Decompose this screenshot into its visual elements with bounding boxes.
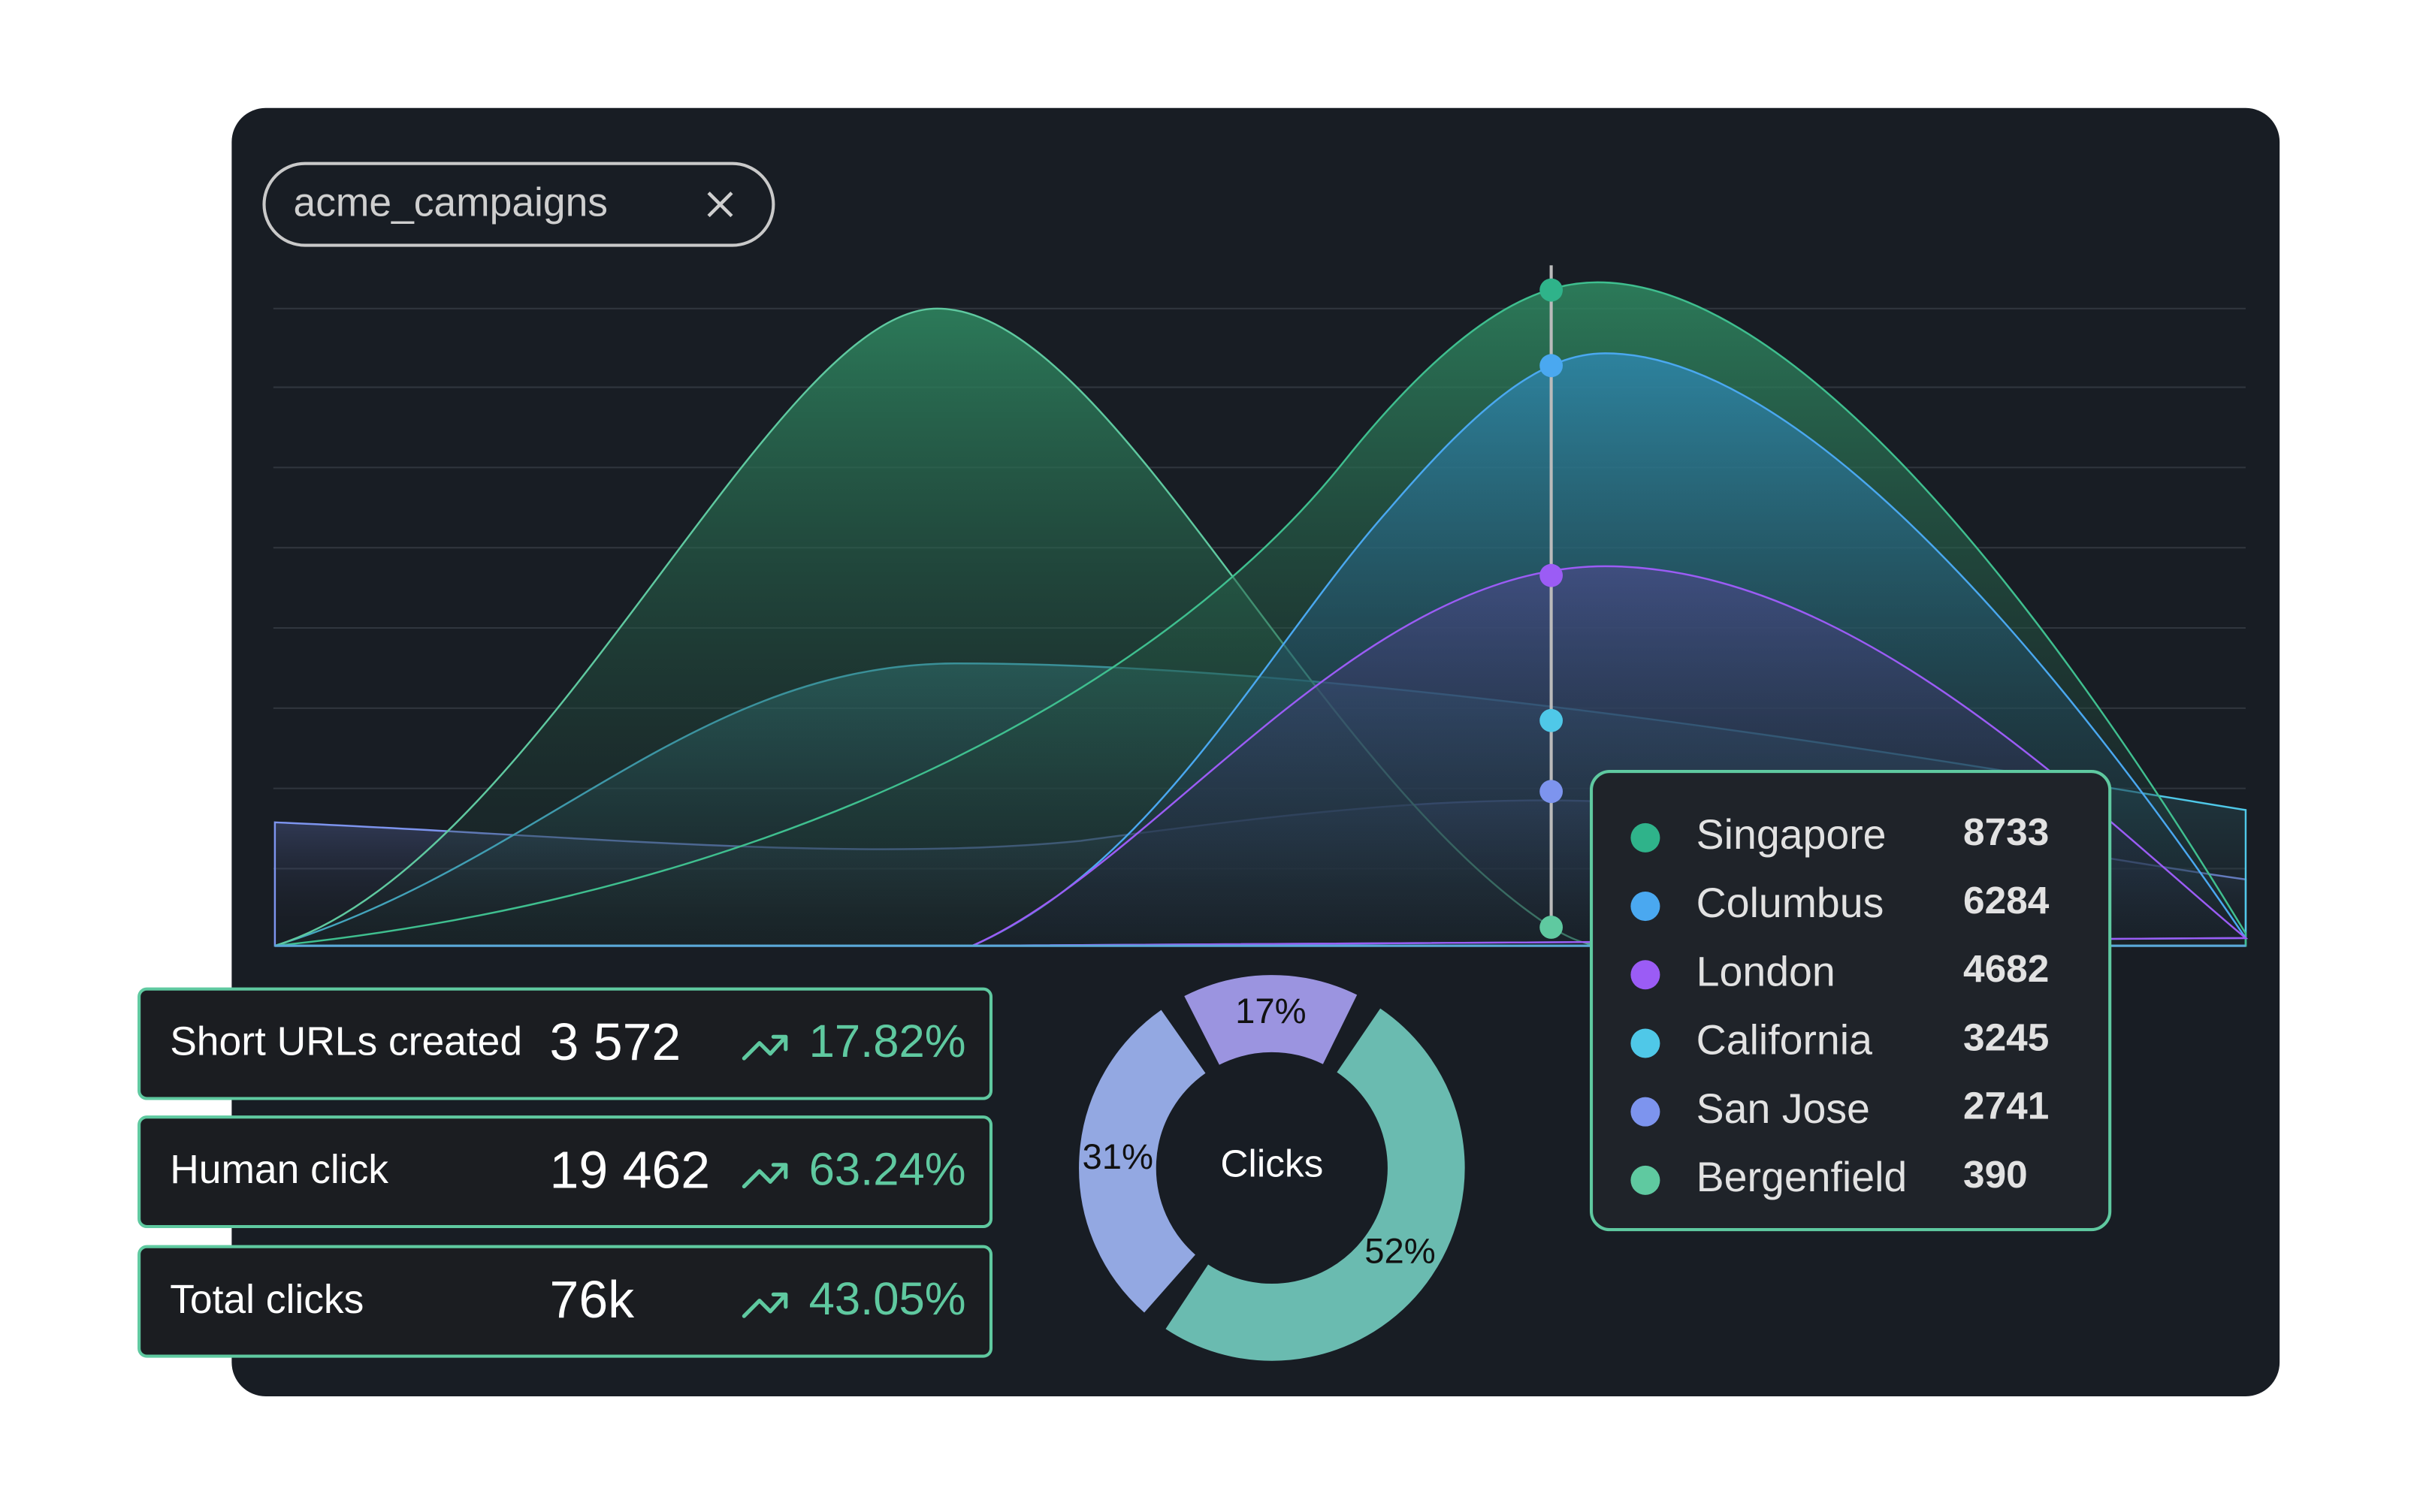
trend-icon xyxy=(742,1034,788,1061)
stat-label: Human click xyxy=(170,1148,388,1192)
donut-label: 31% xyxy=(1082,1137,1153,1177)
tag-pill[interactable]: acme_campaigns xyxy=(262,161,775,247)
stat-card xyxy=(137,1245,993,1358)
legend-dot xyxy=(1630,1028,1660,1058)
stat-label: Total clicks xyxy=(170,1278,364,1322)
stat-change: 63.24% xyxy=(809,1143,966,1195)
legend-dot xyxy=(1630,822,1660,853)
hover-dots xyxy=(1539,278,1564,939)
stat-change: 17.82% xyxy=(809,1016,966,1067)
donut-label: 17% xyxy=(1235,991,1307,1031)
location-value: 4682 xyxy=(1963,947,2049,990)
donut-chart: Clicks 17% 52% 31% xyxy=(1079,975,1465,1361)
stat-value: 3 572 xyxy=(550,1013,681,1071)
legend-dot xyxy=(1630,892,1660,922)
location-name: London xyxy=(1696,948,1835,994)
location-value: 8733 xyxy=(1963,810,2049,853)
tag-border xyxy=(262,161,775,247)
location-value: 3245 xyxy=(1963,1016,2049,1058)
stat-value: 76k xyxy=(550,1270,636,1329)
location-name: California xyxy=(1696,1017,1872,1064)
tooltip xyxy=(1589,769,2112,1232)
legend-dot xyxy=(1630,1097,1660,1127)
trend-icon xyxy=(742,1163,788,1189)
location-name: Singapore xyxy=(1696,811,1887,858)
location-value: 6284 xyxy=(1963,879,2050,922)
location-name: San Jose xyxy=(1696,1085,1870,1132)
tag-close[interactable] xyxy=(707,192,733,218)
stat-change: 43.05% xyxy=(809,1273,966,1325)
location-value: 390 xyxy=(1963,1153,2028,1196)
donut-segment xyxy=(1184,975,1358,1066)
stat-value: 19 462 xyxy=(550,1141,711,1200)
location-value: 2741 xyxy=(1963,1085,2049,1127)
legend-dot xyxy=(1630,960,1660,990)
donut-center-label: Clicks xyxy=(1220,1142,1323,1185)
stat-card xyxy=(137,1115,993,1229)
donut-segment xyxy=(1079,1010,1207,1313)
location-name: Bergenfield xyxy=(1696,1154,1908,1200)
donut-label: 52% xyxy=(1364,1232,1436,1272)
location-name: Columbus xyxy=(1696,880,1884,926)
stat-cards: Short URLs created 3 572 17.82% Human click… xyxy=(137,987,993,1358)
donut-segment xyxy=(1165,1008,1465,1361)
tooltip-rows: Singapore 8733 Columbus 6284 London 4682 Calif… xyxy=(1630,810,2050,1200)
stat-label: Short URLs created xyxy=(170,1020,522,1064)
trend-icon xyxy=(742,1292,788,1318)
legend-dot xyxy=(1630,1165,1660,1195)
tag-label: acme_campaigns xyxy=(294,180,608,225)
stat-card xyxy=(137,987,993,1100)
